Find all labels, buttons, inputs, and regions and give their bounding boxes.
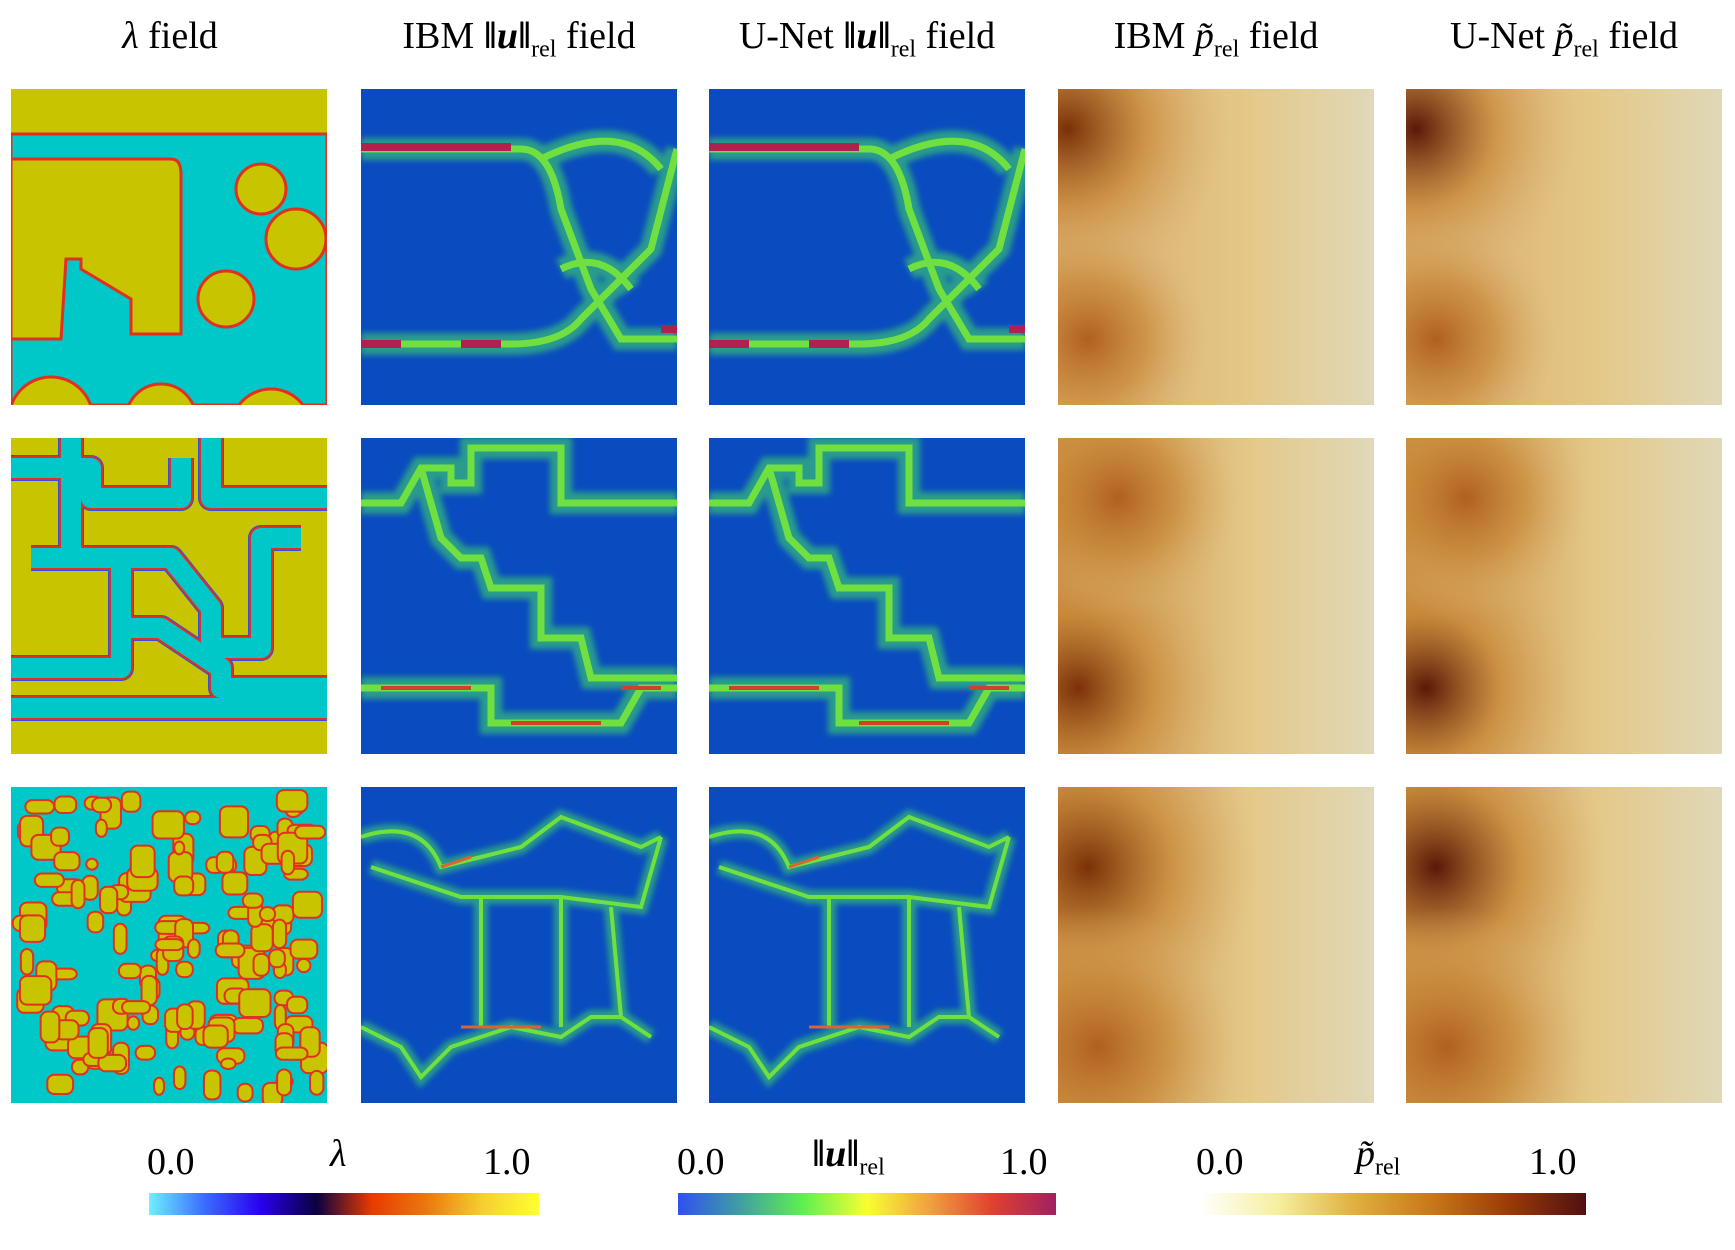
ibm-velocity-field-row-3 [361,787,677,1103]
column-title-ibm-pressure: IBM p̃rel field [1113,15,1319,63]
lambda-field-row-3 [11,787,327,1103]
lambda-colorbar-min: 0.0 [147,1141,195,1183]
lambda-colorbar [149,1193,539,1215]
ibm-velocity-field-row-1 [361,89,677,405]
pressure-colorbar-max: 1.0 [1529,1141,1577,1183]
unet-pressure-field-row-3 [1406,787,1722,1103]
ibm-velocity-field-row-2 [361,438,677,754]
velocity-colorbar-label: ‖u‖rel [812,1133,885,1181]
column-title-lambda: λ field [122,15,218,57]
column-title-unet-pressure: U-Net p̃rel field [1450,15,1678,63]
unet-velocity-field-row-1 [709,89,1025,405]
ibm-pressure-field-row-3 [1058,787,1374,1103]
velocity-colorbar-min: 0.0 [677,1141,725,1183]
unet-velocity-field-row-2 [709,438,1025,754]
unet-velocity-field-row-3 [709,787,1025,1103]
pressure-colorbar-label: p̃rel [1356,1133,1401,1181]
lambda-colorbar-max: 1.0 [483,1141,531,1183]
unet-pressure-field-row-1 [1406,89,1722,405]
velocity-colorbar-max: 1.0 [1000,1141,1048,1183]
pressure-colorbar-min: 0.0 [1196,1141,1244,1183]
column-title-ibm-velocity: IBM ‖u‖rel field [402,15,636,63]
unet-pressure-field-row-2 [1406,438,1722,754]
column-title-unet-velocity: U-Net ‖u‖rel field [738,15,996,63]
lambda-colorbar-label: λ [330,1133,347,1175]
pressure-colorbar [1200,1193,1586,1215]
lambda-field-row-1 [11,89,327,405]
lambda-field-row-2 [11,438,327,754]
velocity-colorbar [678,1193,1056,1215]
ibm-pressure-field-row-1 [1058,89,1374,405]
ibm-pressure-field-row-2 [1058,438,1374,754]
